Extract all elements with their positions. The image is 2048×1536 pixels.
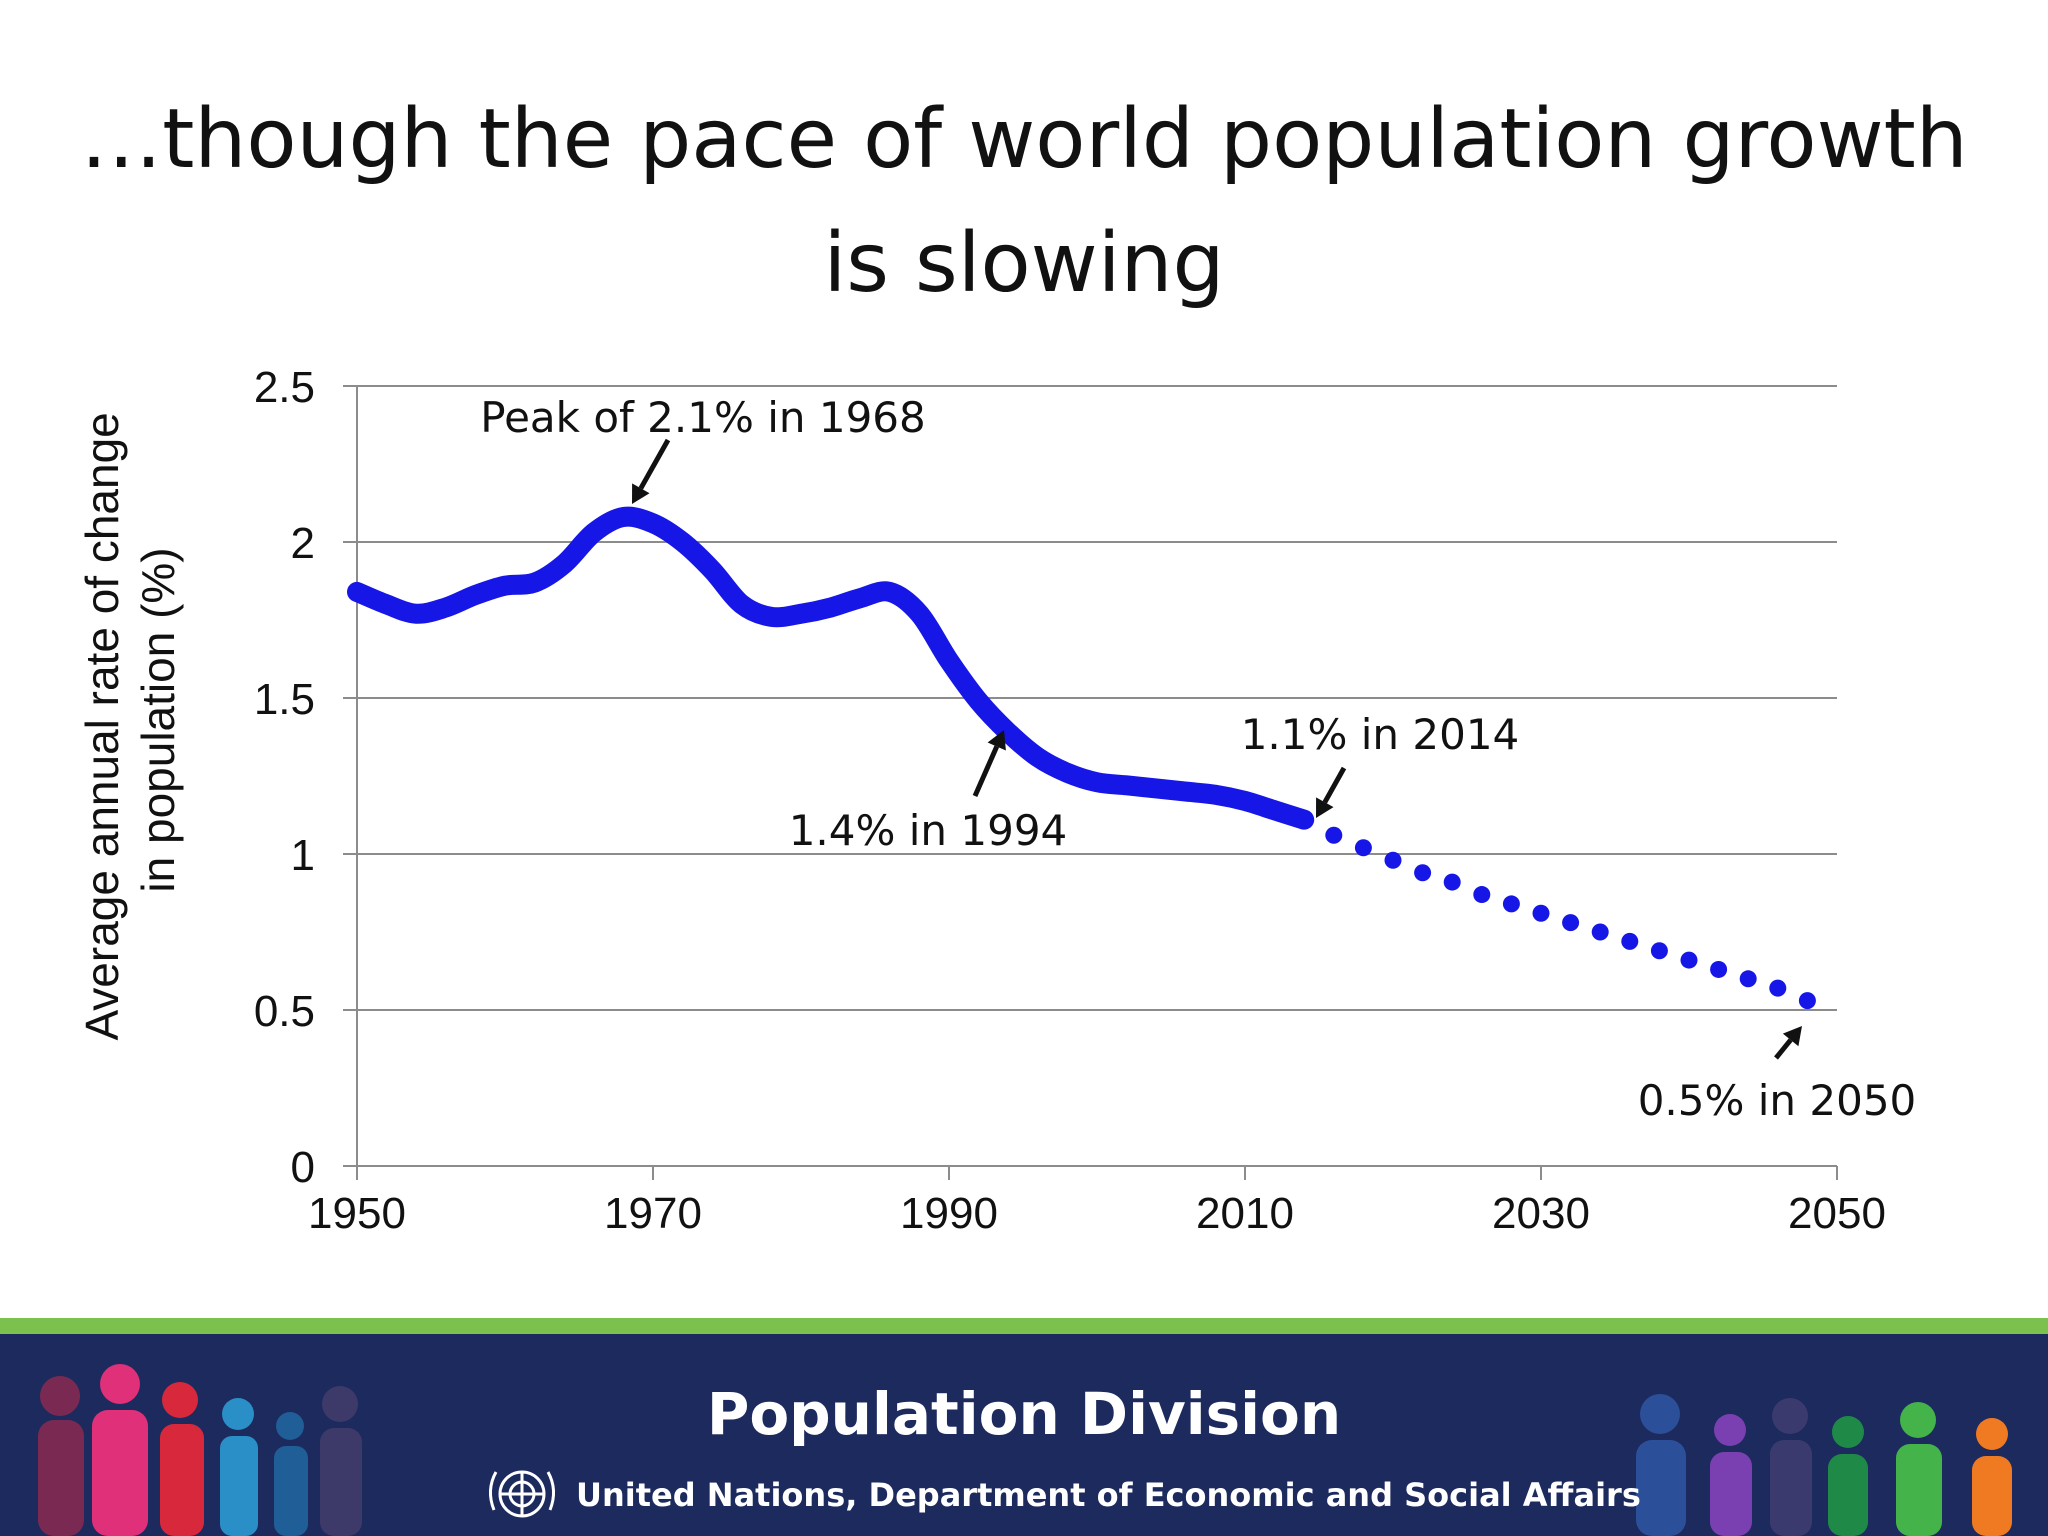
slide-title-line-1: …though the pace of world population gro… [80, 92, 1968, 187]
projection-dot [1562, 914, 1580, 932]
annotation-label: Peak of 2.1% in 1968 [480, 393, 926, 442]
people-figures-left-icon [38, 1364, 362, 1536]
projection-dot [1591, 923, 1609, 941]
annotation-arrow-head [987, 730, 1006, 751]
x-tick-label: 2030 [1492, 1189, 1590, 1238]
footer-title: Population Division [706, 1380, 1342, 1448]
slide-title: …though the pace of world population gro… [0, 78, 2048, 326]
y-tick-label: 1.5 [254, 675, 315, 724]
projection-dot [1414, 864, 1432, 882]
slide-title-line-2: is slowing [823, 216, 1225, 311]
x-tick-label: 1950 [308, 1189, 406, 1238]
annotations: Peak of 2.1% in 1968 1.4% in 1994 1.1% in … [480, 393, 1916, 1125]
projection-dot [1680, 951, 1698, 969]
projection-dot [1769, 979, 1787, 997]
projection-dot [1443, 873, 1461, 891]
footer-banner: Population Division United Nations, Depa… [0, 1318, 2048, 1536]
projection-dot [1384, 851, 1402, 869]
x-tick-label: 2050 [1788, 1189, 1886, 1238]
projection-dot [1325, 826, 1343, 844]
estimates-line [347, 506, 1315, 830]
annotation-label: 1.4% in 1994 [789, 806, 1068, 855]
annotation-arrow-head [632, 483, 650, 504]
series [347, 506, 1816, 1010]
projection-dot [1798, 992, 1816, 1010]
y-axis-label-line-1: Average annual rate of change [76, 412, 128, 1040]
annotation-label: 0.5% in 2050 [1638, 1076, 1917, 1125]
annotation-arrow-head [1782, 1026, 1802, 1047]
annotation-label: 1.1% in 2014 [1241, 710, 1520, 759]
projection-dot [1354, 839, 1372, 857]
projection-dot [1621, 932, 1639, 950]
axes: 0 0.5 1 1.5 2 2.5 1950 1970 1990 2010 2030 2050 [254, 363, 1886, 1238]
footer-subtitle: United Nations, Department of Economic a… [576, 1476, 1641, 1514]
x-tick-label: 2010 [1196, 1189, 1294, 1238]
y-tick-label: 2 [291, 519, 315, 568]
x-tick-label: 1970 [604, 1189, 702, 1238]
y-tick-label: 0 [291, 1143, 315, 1192]
y-tick-label: 1 [291, 831, 315, 880]
y-axis-label: Average annual rate of change in populat… [76, 399, 184, 1040]
annotation-arrow-shaft [972, 745, 1000, 798]
projection-dot [1739, 970, 1757, 988]
annotation-arrow-shaft [638, 438, 671, 490]
projection-dot [1650, 942, 1668, 960]
footer-green-stripe [0, 1318, 2048, 1334]
gridlines [357, 385, 1837, 1011]
annotation-arrow-shaft [1322, 766, 1347, 804]
projection-dot [1710, 960, 1728, 978]
annotation-arrow-head [1316, 797, 1334, 818]
people-figures-right-icon [1636, 1394, 2012, 1536]
projection-dot [1473, 886, 1491, 904]
annotation-arrow-shaft [1774, 1038, 1793, 1060]
y-axis-label-line-2: in population (%) [132, 547, 184, 892]
projection-dot [1502, 895, 1520, 913]
projection-dot [1295, 811, 1313, 829]
y-tick-label: 2.5 [254, 363, 315, 412]
un-emblem-icon [489, 1470, 555, 1518]
x-tick-label: 1990 [900, 1189, 998, 1238]
y-tick-label: 0.5 [254, 987, 315, 1036]
population-growth-chart: 0 0.5 1 1.5 2 2.5 1950 1970 1990 2010 2030 2050 Pea… [76, 363, 1916, 1238]
projection-dot [1532, 904, 1550, 922]
